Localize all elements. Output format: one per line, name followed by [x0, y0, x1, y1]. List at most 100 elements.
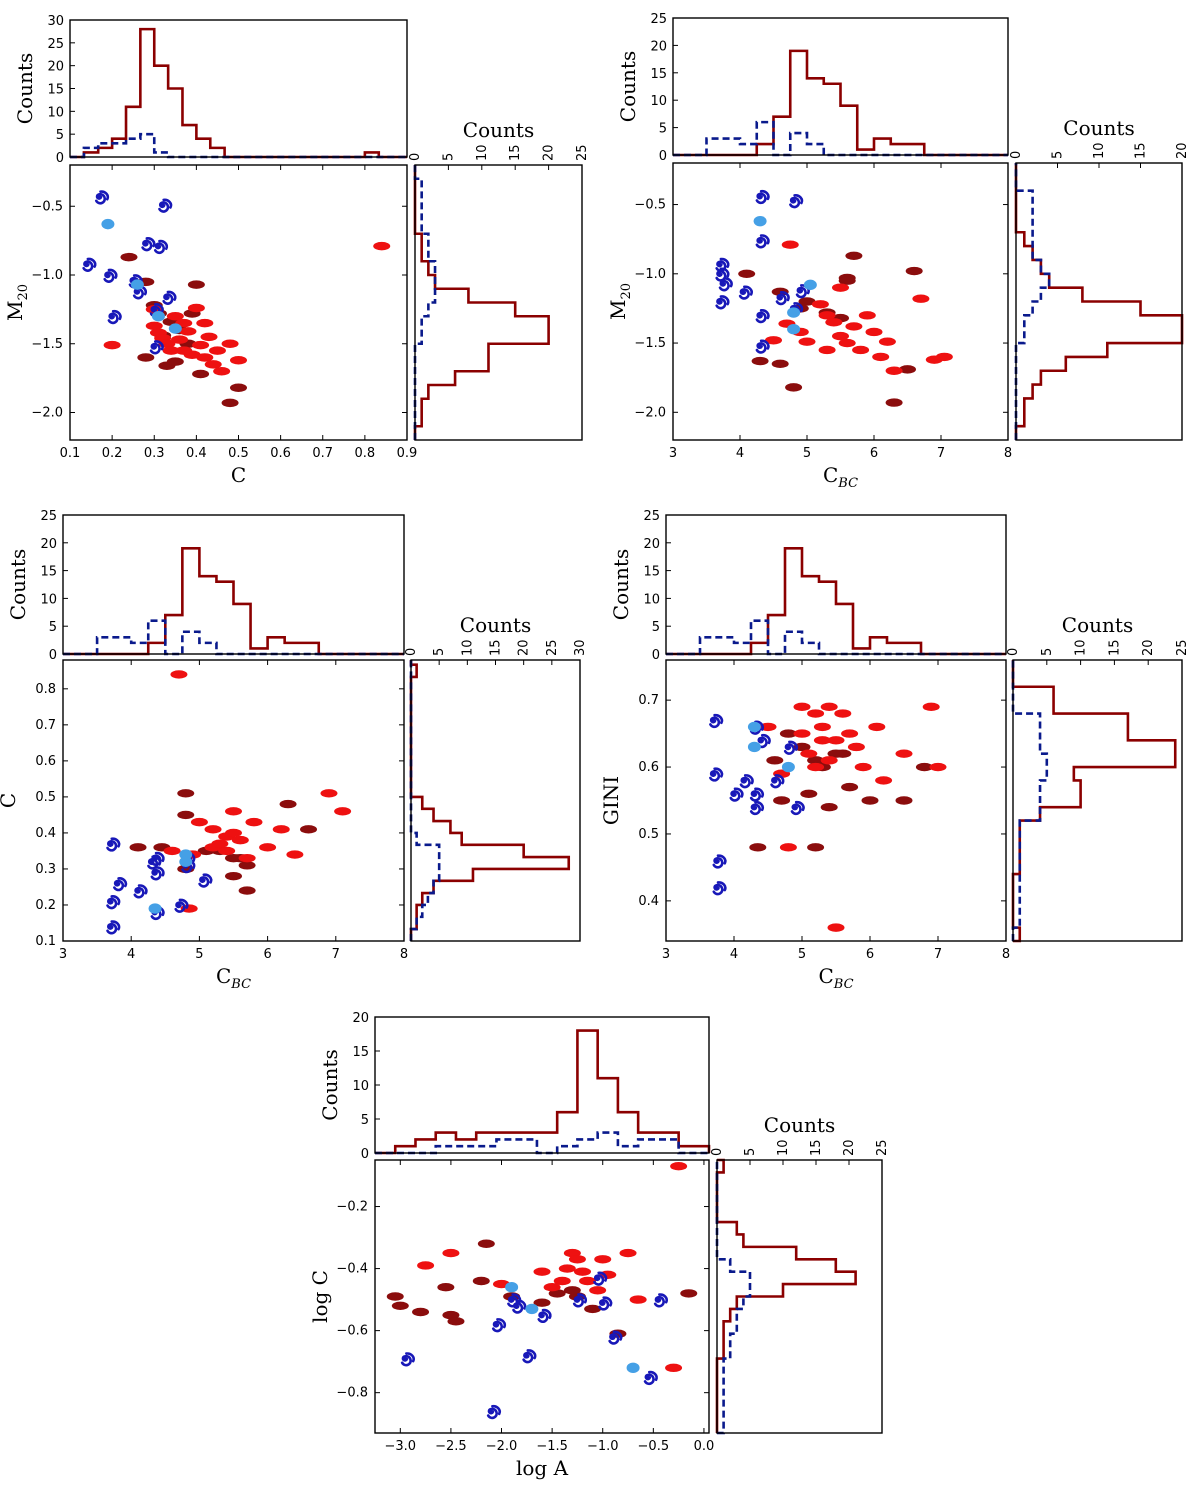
point-elliptical-darkred	[563, 1286, 581, 1295]
spiral-arm	[174, 898, 189, 913]
spiral-arm	[486, 1404, 501, 1420]
spiral-arm	[718, 277, 733, 292]
side-histogram: 0 5 10 15 20 Counts	[1009, 116, 1190, 441]
point-spiral-blue	[718, 277, 733, 292]
x-tick-label: 25	[1175, 639, 1190, 656]
point-elliptical-red	[187, 303, 205, 313]
point-spiral-blue	[82, 257, 97, 272]
point-spiral-blue	[783, 740, 798, 755]
y-axis-label: M20	[606, 283, 634, 320]
point-elliptical-darkred	[827, 749, 845, 758]
spiral-arm	[739, 774, 754, 789]
point-elliptical-darkred	[230, 383, 247, 392]
side-hist-frame	[716, 1159, 883, 1434]
point-elliptical-red	[272, 825, 290, 834]
spiral-core	[716, 261, 722, 266]
y-tick-label: 0	[361, 1147, 369, 1162]
y-axis-label-subscript: 20	[619, 283, 634, 300]
y-tick-label: 0	[56, 151, 64, 166]
point-elliptical-darkred	[166, 357, 184, 366]
panel-2: 3 4 5 6 7 8 −2.0 −1.5 −1.0 −0.5 CBC M20 0 5 10 15 20 25 Co…	[606, 12, 1190, 491]
point-spiral-blue	[712, 881, 727, 896]
x-tick-label: 15	[508, 144, 523, 161]
point-elliptical-red	[832, 283, 849, 292]
y-tick-label: 20	[352, 1011, 369, 1026]
point-elliptical-darkred	[437, 1282, 455, 1292]
point-elliptical-red	[213, 367, 231, 376]
y-tick-label: −1.5	[31, 337, 63, 352]
spiral-arm	[400, 1352, 415, 1367]
point-elliptical-red	[145, 321, 163, 331]
y-tick-label: −0.5	[31, 199, 63, 214]
point-elliptical-darkred	[771, 359, 789, 369]
hist-red-line	[375, 1029, 711, 1155]
hist-blue-line	[409, 660, 441, 941]
x-tick-label: 3	[59, 947, 67, 962]
x-tick-label: 0.8	[355, 446, 376, 461]
point-elliptical-red	[800, 749, 818, 758]
point-elliptical-red	[286, 850, 304, 859]
point-spiral-blue	[106, 895, 121, 910]
x-tick-label: 7	[332, 947, 340, 962]
y-tick-label: −0.6	[336, 1324, 368, 1339]
x-tick-label: 25	[575, 144, 590, 161]
spiral-core	[716, 270, 722, 276]
y-tick-label: 5	[659, 122, 667, 137]
y-tick-label: 0.1	[35, 934, 56, 949]
y-tick-label: 5	[49, 620, 57, 635]
point-spiral-blue	[739, 774, 754, 789]
point-elliptical-darkred	[899, 365, 916, 374]
x-tick-label: 10	[776, 1139, 791, 1156]
scatter-frame	[62, 659, 405, 942]
spiral-arm	[715, 295, 730, 310]
x-tick-label: −3.0	[385, 1439, 417, 1454]
spiral-arm	[593, 1271, 608, 1286]
y-axis-label: GINI	[599, 776, 623, 825]
point-elliptical-red	[204, 825, 222, 834]
spiral-core	[710, 717, 715, 722]
counts-label: Counts	[609, 549, 633, 620]
point-spiral-blue	[715, 267, 730, 282]
point-elliptical-darkred	[412, 1307, 430, 1317]
point-lightblue	[753, 215, 767, 227]
spiral-arm	[512, 1299, 527, 1314]
spiral-core	[740, 288, 745, 294]
point-elliptical-red	[665, 1363, 683, 1373]
spiral-arm	[106, 837, 121, 852]
x-axis-label-subscript: BC	[837, 476, 858, 491]
point-elliptical-red	[825, 318, 843, 327]
spiral-arm	[103, 268, 118, 283]
y-tick-label: −0.4	[336, 1262, 368, 1277]
point-elliptical-red	[259, 843, 277, 852]
point-spiral-blue	[537, 1308, 552, 1324]
point-elliptical-red	[175, 346, 193, 355]
point-elliptical-darkred	[785, 383, 803, 392]
spiral-core	[777, 294, 782, 299]
hist-blue-line	[673, 120, 1008, 157]
point-elliptical-darkred	[838, 276, 856, 285]
point-elliptical-red	[230, 356, 247, 365]
point-spiral-blue	[198, 873, 213, 888]
hist-blue-line	[1014, 163, 1051, 440]
x-tick-label: 0.5	[228, 446, 249, 461]
top-hist-frame	[62, 514, 405, 655]
scatter-points	[715, 189, 953, 407]
panel-1: 0.1 0.2 0.3 0.4 0.5 0.6 0.7 0.8 0.9 −2.0 −1.5 −1.0 −…	[3, 14, 590, 487]
point-elliptical-red	[218, 846, 236, 856]
point-elliptical-darkred	[120, 252, 138, 262]
point-elliptical-darkred	[751, 356, 769, 366]
point-spiral-blue	[150, 866, 165, 881]
point-elliptical-darkred	[137, 353, 155, 362]
spiral-core	[151, 306, 156, 311]
spiral-core	[714, 857, 719, 863]
y-axis-label-subscript: 20	[16, 284, 31, 301]
point-elliptical-red	[670, 1162, 688, 1171]
panel-3: 3 4 5 6 7 8 0.1 0.2 0.3 0.4 0.5 0.6 0.7 0.8 CBC C 0 5 10 15…	[0, 509, 588, 992]
spiral-arm	[198, 873, 213, 888]
y-tick-label: 25	[650, 12, 667, 27]
x-tick-label: 5	[743, 1148, 758, 1156]
point-elliptical-red	[793, 702, 811, 712]
spiral-core	[790, 197, 795, 202]
x-tick-label: 30	[573, 639, 588, 656]
point-elliptical-darkred	[300, 825, 318, 834]
